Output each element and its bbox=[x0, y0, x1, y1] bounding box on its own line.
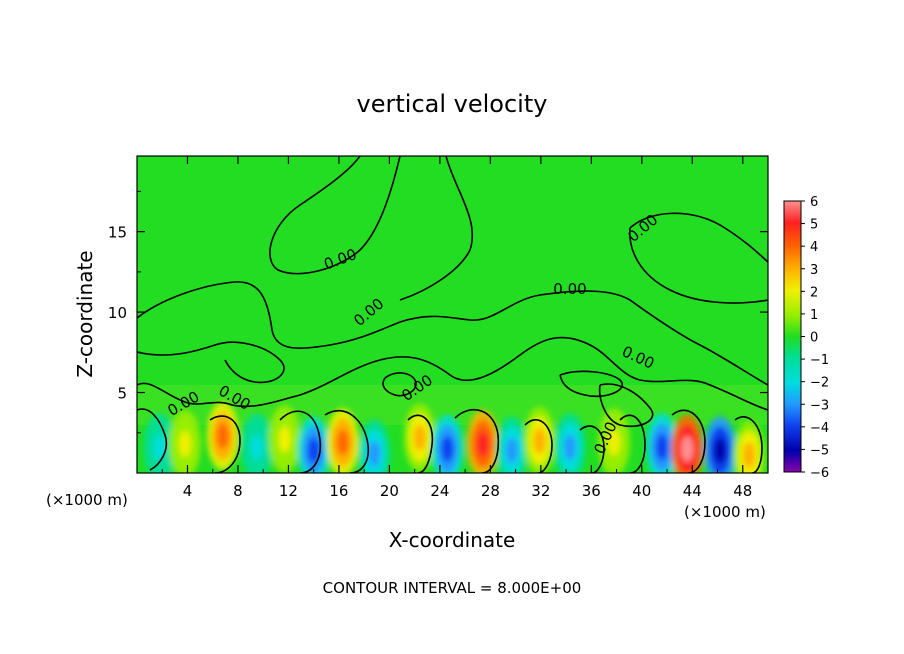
velocity-cell-core bbox=[505, 437, 518, 464]
y-axis: 5 10 15 bbox=[108, 190, 768, 434]
x-tick-label: 28 bbox=[481, 482, 500, 500]
x-tick-label: 48 bbox=[733, 482, 752, 500]
contour-line bbox=[137, 281, 768, 386]
velocity-cell-core bbox=[278, 426, 291, 453]
x-tick-label: 36 bbox=[582, 482, 601, 500]
contour-line bbox=[137, 336, 768, 411]
velocity-cell-core bbox=[608, 429, 621, 456]
contour-line bbox=[734, 416, 763, 473]
x-unit-left: (×1000 m) bbox=[46, 491, 128, 509]
colorbar-tick-label: −1 bbox=[810, 353, 829, 368]
plot-area: 0.00 0.00 0.00 0.00 0.00 0.00 0.00 0.00 … bbox=[137, 156, 768, 473]
contour-line bbox=[407, 414, 434, 473]
y-tick-label: 5 bbox=[117, 385, 127, 403]
y-axis-label: Z-coordinate bbox=[73, 250, 97, 377]
colorbar bbox=[783, 200, 802, 473]
velocity-cell-core bbox=[681, 435, 694, 462]
x-tick-label: 4 bbox=[183, 482, 193, 500]
colorbar-tick-label: −6 bbox=[810, 466, 829, 481]
contour-line bbox=[279, 410, 322, 473]
velocity-cell-core bbox=[413, 424, 426, 451]
x-tick-label: 44 bbox=[683, 482, 702, 500]
colorbar-tick-label: −4 bbox=[810, 421, 829, 436]
colorbar-tick-label: 4 bbox=[810, 240, 818, 255]
contour-line bbox=[399, 156, 474, 301]
velocity-cell-core bbox=[307, 437, 320, 464]
contour-label: 0.00 bbox=[553, 280, 586, 298]
velocity-cell-core bbox=[743, 442, 756, 469]
contour-line bbox=[629, 212, 768, 263]
y-tick-label: 15 bbox=[108, 224, 127, 242]
chart-title: vertical velocity bbox=[357, 90, 548, 118]
velocity-cell-core bbox=[178, 431, 191, 458]
contour-line bbox=[137, 341, 285, 384]
contour-line bbox=[382, 372, 417, 397]
velocity-cell-core bbox=[250, 434, 263, 461]
contour-interval-note: CONTOUR INTERVAL = 8.000E+00 bbox=[323, 579, 582, 597]
colorbar-tick-label: 6 bbox=[810, 195, 818, 210]
velocity-cell-core bbox=[476, 431, 489, 458]
colorbar-tick-label: −5 bbox=[810, 443, 829, 458]
x-tick-label: 8 bbox=[233, 482, 243, 500]
colorbar-tick-label: 5 bbox=[810, 218, 818, 233]
colorbar-tick-label: −3 bbox=[810, 398, 829, 413]
velocity-cells bbox=[143, 401, 766, 473]
colorbar-tick-label: 3 bbox=[810, 263, 818, 278]
x-tick-label: 32 bbox=[531, 482, 550, 500]
contour-line bbox=[671, 409, 706, 473]
velocity-cell-core bbox=[368, 440, 381, 467]
x-unit-right: (×1000 m) bbox=[684, 503, 766, 521]
velocity-cell-core bbox=[336, 429, 349, 456]
contour-line bbox=[269, 156, 401, 275]
contour-line bbox=[619, 414, 646, 473]
colorbar-tick-label: 0 bbox=[810, 331, 818, 346]
contour-line bbox=[324, 409, 370, 473]
x-tick-label: 40 bbox=[632, 482, 651, 500]
contour-line bbox=[524, 419, 553, 473]
contour-line bbox=[209, 415, 241, 473]
colorbar-ticks: 6 5 4 3 2 1 0 −1 −2 −3 −4 −5 −6 bbox=[801, 195, 829, 481]
velocity-cell-core bbox=[714, 437, 727, 464]
contour-line bbox=[629, 227, 768, 304]
colorbar-tick-label: −2 bbox=[810, 376, 829, 391]
velocity-cell-core bbox=[655, 434, 668, 461]
x-axis: 4 8 12 16 20 24 28 32 36 40 44 48 bbox=[161, 156, 752, 500]
colorbar-tick-label: 1 bbox=[810, 308, 818, 323]
plot-frame bbox=[136, 155, 769, 474]
x-tick-label: 20 bbox=[380, 482, 399, 500]
x-tick-label: 12 bbox=[279, 482, 298, 500]
velocity-cell-core bbox=[563, 434, 576, 461]
colorbar-tick-label: 2 bbox=[810, 285, 818, 300]
contour-line bbox=[137, 408, 168, 471]
velocity-cell-core bbox=[441, 435, 454, 462]
contour-line bbox=[598, 383, 654, 427]
x-axis-label: X-coordinate bbox=[389, 528, 516, 552]
velocity-cell-core bbox=[216, 422, 229, 449]
contour-line bbox=[579, 425, 605, 473]
velocity-cell-core bbox=[153, 434, 166, 461]
contour-line bbox=[559, 370, 623, 398]
velocity-cell-core bbox=[533, 427, 546, 454]
x-tick-label: 24 bbox=[430, 482, 449, 500]
zero-contours bbox=[137, 156, 768, 473]
x-tick-label: 16 bbox=[329, 482, 348, 500]
y-tick-label: 10 bbox=[108, 304, 127, 322]
